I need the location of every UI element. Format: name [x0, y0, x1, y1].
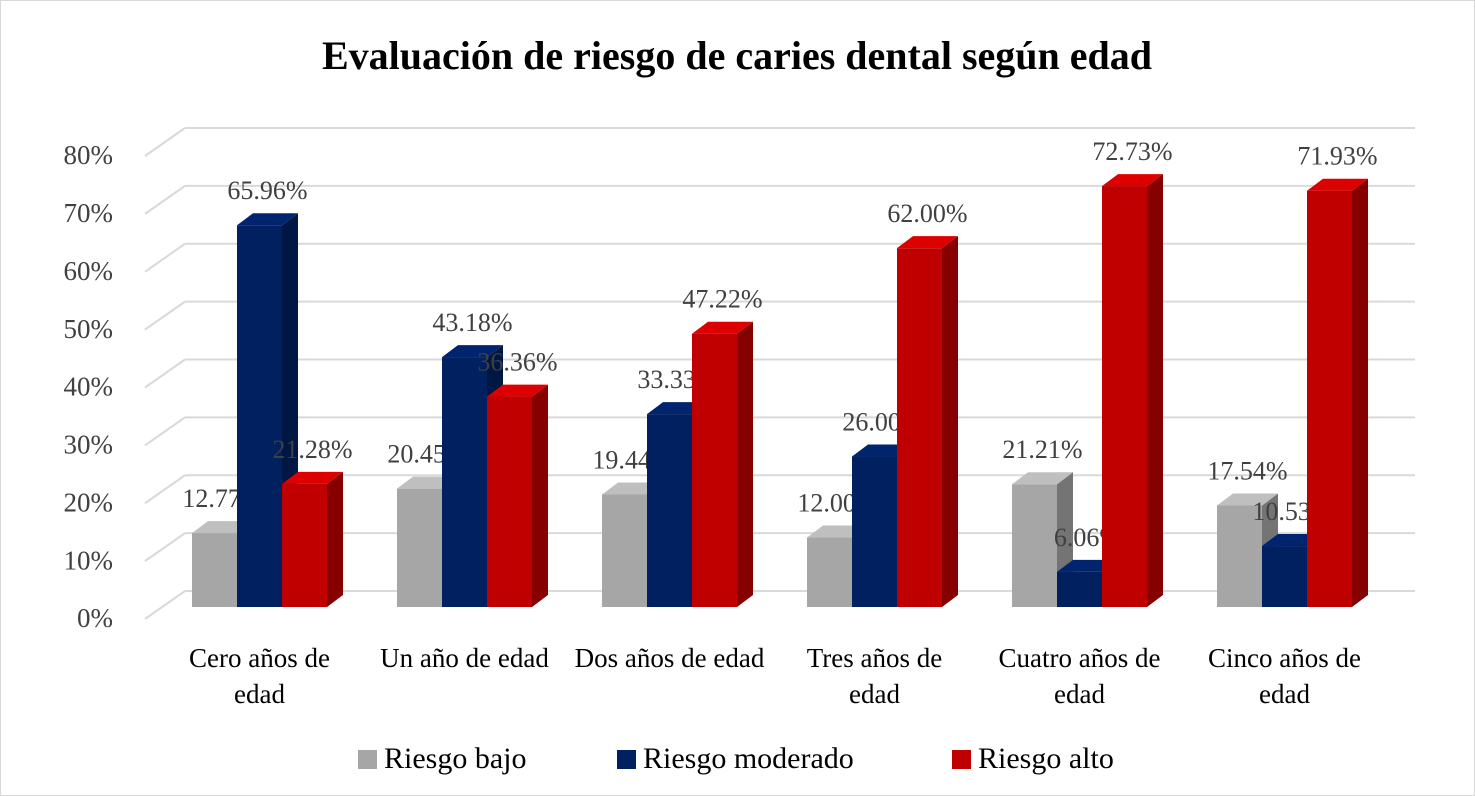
legend-label: Riesgo bajo: [384, 742, 527, 775]
grid-line-floor: [144, 590, 186, 620]
bar-side: [1352, 178, 1368, 607]
data-label: 65.96%: [227, 176, 307, 205]
grid-line: [144, 474, 1415, 505]
grid-line: [144, 590, 1415, 620]
bar-side: [942, 236, 958, 608]
y-tick-label: 20%: [64, 487, 114, 517]
y-tick-label: 70%: [64, 198, 114, 228]
data-label: 47.22%: [682, 285, 762, 314]
y-tick-label: 60%: [64, 256, 114, 286]
bar-front: [487, 396, 532, 607]
bar-top: [487, 384, 548, 397]
y-tick-label: 10%: [64, 545, 114, 575]
data-label: 21.28%: [272, 435, 352, 464]
bar-top: [442, 345, 503, 358]
grid-line: [144, 242, 1415, 273]
bar-top: [1012, 472, 1073, 485]
bar-front: [442, 357, 487, 607]
bar-front: [807, 537, 852, 607]
bar: [282, 471, 343, 607]
bar-front: [192, 533, 237, 607]
x-tick-label: Dos años de edad: [574, 643, 765, 673]
grid-line: [144, 532, 1415, 562]
grid-line-floor: [144, 416, 186, 447]
bar: [692, 321, 753, 607]
grid-line-floor: [144, 358, 186, 389]
legend-label: Riesgo moderado: [643, 742, 854, 775]
legend-item: Riesgo moderado: [617, 742, 854, 775]
bar-front: [1307, 190, 1352, 607]
grid-line: [144, 358, 1415, 389]
legend-swatch: [617, 750, 636, 769]
x-tick-label: Cinco años de edad: [1208, 643, 1361, 709]
bar-top: [1102, 174, 1163, 187]
bar-top: [1217, 493, 1278, 506]
legend-label: Riesgo alto: [978, 742, 1114, 775]
bar-front: [1217, 505, 1262, 607]
bar-top: [897, 236, 958, 249]
bar-front: [647, 414, 692, 607]
x-tick-label: Cuatro años de edad: [998, 643, 1161, 709]
x-tick-label: Tres años de edad: [806, 643, 943, 709]
data-label: 36.36%: [477, 348, 557, 377]
data-label: 21.21%: [1002, 435, 1082, 464]
bar: [487, 384, 548, 607]
grid-line-floor: [144, 127, 186, 157]
bar-front: [602, 494, 647, 607]
data-label: 72.73%: [1092, 137, 1172, 166]
bar-top: [1307, 178, 1368, 191]
bar-front: [237, 225, 282, 607]
legend-swatch: [358, 750, 377, 769]
bar-front: [282, 483, 327, 607]
bar-top: [237, 213, 298, 226]
bar-front: [897, 248, 942, 608]
x-tick-label: Cero años de edad: [189, 643, 330, 709]
grid-line-floor: [144, 185, 186, 215]
data-label: 62.00%: [887, 199, 967, 228]
bar: [897, 236, 958, 608]
bar-top: [282, 471, 343, 484]
bar-front: [692, 333, 737, 607]
legend-item: Riesgo bajo: [358, 742, 527, 775]
data-label: 43.18%: [432, 308, 512, 337]
grid-line: [144, 300, 1415, 331]
bar-top: [692, 321, 753, 334]
bar-front: [1102, 186, 1147, 607]
x-tick-label: Un año de edad: [380, 643, 549, 673]
data-label: 71.93%: [1297, 142, 1377, 171]
y-tick-label: 50%: [64, 314, 114, 344]
y-tick-label: 80%: [64, 140, 114, 170]
bar-front: [397, 488, 442, 607]
bar-side: [327, 471, 343, 607]
legend-item: Riesgo alto: [952, 742, 1114, 775]
chart-title: Evaluación de riesgo de caries dental se…: [322, 33, 1152, 78]
bar-front: [1012, 484, 1057, 607]
bar-side: [532, 384, 548, 607]
legend-swatch: [952, 750, 971, 769]
grid-line-floor: [144, 474, 186, 505]
grid-line: [144, 416, 1415, 447]
y-tick-label: 30%: [64, 430, 114, 460]
y-tick-label: 0%: [77, 603, 113, 633]
bar-front: [1262, 546, 1307, 607]
bar-front: [1057, 571, 1102, 607]
grid-line: [144, 127, 1415, 157]
grid-line-floor: [144, 532, 186, 562]
bar: [1102, 174, 1163, 607]
grid-line-floor: [144, 242, 186, 273]
grid-line: [144, 184, 1415, 215]
grid-line-floor: [144, 300, 186, 331]
y-tick-label: 40%: [64, 372, 114, 402]
bar-side: [737, 321, 753, 607]
bar-front: [852, 456, 897, 607]
bar-side: [1147, 174, 1163, 607]
data-label: 17.54%: [1207, 456, 1287, 485]
bar: [1307, 178, 1368, 607]
